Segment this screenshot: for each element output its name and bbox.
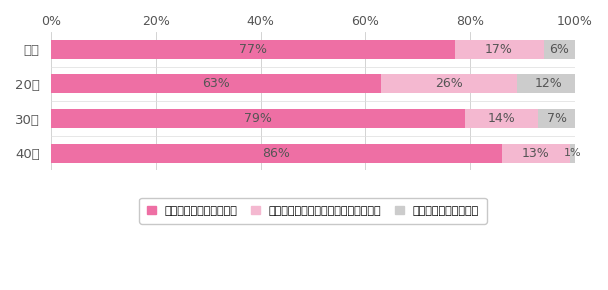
Text: 77%: 77%	[239, 43, 267, 56]
Bar	[502, 144, 570, 163]
Bar	[465, 109, 538, 128]
Text: 6%: 6%	[550, 43, 569, 56]
Bar	[455, 40, 544, 59]
Text: 12%: 12%	[535, 77, 563, 90]
Bar	[544, 40, 575, 59]
Text: 14%: 14%	[488, 112, 516, 125]
Text: 13%: 13%	[522, 146, 550, 160]
Bar	[51, 109, 465, 128]
Legend: 名前も意味も知っている, 名前は知っているが、意味は知らない, 名前も意味も知らない: 名前も意味も知っている, 名前は知っているが、意味は知らない, 名前も意味も知ら…	[139, 198, 486, 224]
Text: 79%: 79%	[244, 112, 272, 125]
Text: 1%: 1%	[564, 148, 581, 158]
Bar	[517, 75, 580, 93]
Text: 63%: 63%	[202, 77, 230, 90]
Text: 26%: 26%	[435, 77, 463, 90]
Bar	[51, 75, 381, 93]
Bar	[538, 109, 575, 128]
Text: 86%: 86%	[263, 146, 290, 160]
Text: 7%: 7%	[547, 112, 567, 125]
Bar	[570, 144, 575, 163]
Text: 17%: 17%	[485, 43, 513, 56]
Bar	[51, 144, 502, 163]
Bar	[51, 40, 455, 59]
Bar	[381, 75, 517, 93]
